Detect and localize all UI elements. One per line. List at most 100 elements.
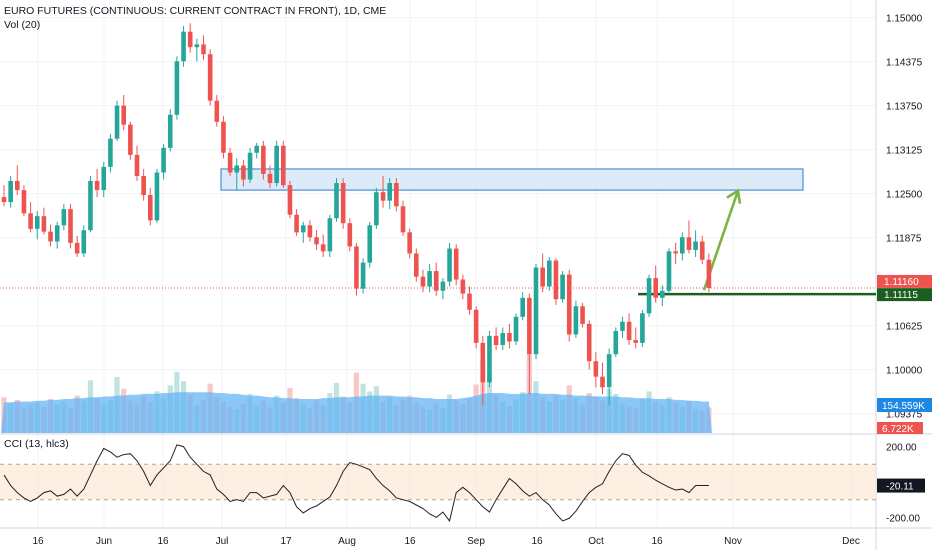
resistance-zone bbox=[220, 168, 804, 191]
candle-down bbox=[354, 246, 359, 289]
cci-value-label: -20.11 bbox=[886, 482, 914, 493]
candle-up bbox=[360, 262, 366, 289]
candle-down bbox=[566, 274, 572, 335]
candle-down bbox=[314, 237, 319, 245]
candle-up bbox=[327, 218, 333, 252]
time-tick-label: 16 bbox=[651, 536, 663, 547]
candle-down bbox=[221, 121, 226, 153]
time-tick-label: Dec bbox=[842, 536, 860, 547]
candle-up bbox=[680, 237, 685, 254]
price-tick-label: 1.10000 bbox=[886, 366, 923, 377]
candle-up bbox=[427, 271, 432, 287]
candle-down bbox=[287, 185, 293, 215]
candle-up bbox=[34, 216, 40, 229]
candle-down bbox=[407, 232, 412, 254]
time-tick-label: Aug bbox=[338, 536, 356, 547]
candle-down bbox=[699, 241, 705, 260]
candle-down bbox=[626, 321, 632, 341]
price-tick-label: 1.12500 bbox=[886, 190, 923, 201]
time-tick-label: 16 bbox=[157, 536, 169, 547]
candle-up bbox=[181, 31, 186, 62]
cci-tick-label: -200.00 bbox=[886, 513, 920, 524]
cci-band bbox=[0, 464, 876, 500]
candle-up bbox=[620, 321, 625, 331]
volume-last-label: 6.722K bbox=[882, 424, 914, 435]
candle-down bbox=[21, 190, 27, 214]
candle-down bbox=[347, 223, 353, 247]
candle-up bbox=[247, 152, 253, 180]
candle-down bbox=[128, 124, 133, 155]
candle-down bbox=[414, 253, 419, 277]
candle-down bbox=[187, 31, 193, 48]
candle-up bbox=[88, 180, 93, 231]
candle-down bbox=[48, 231, 53, 242]
candle-down bbox=[467, 293, 472, 310]
price-axis[interactable]: 1.15000 1.14375 1.13750 1.13125 1.12500 1.118… bbox=[877, 14, 932, 525]
volume-ma-area bbox=[1, 392, 712, 433]
candle-down bbox=[433, 271, 439, 291]
candle-down bbox=[307, 225, 313, 238]
candles bbox=[1, 23, 712, 405]
candle-up bbox=[108, 138, 113, 167]
price-tick-label: 1.13125 bbox=[886, 146, 923, 157]
candle-down bbox=[340, 183, 346, 224]
candle-down bbox=[493, 335, 499, 345]
candle-up bbox=[167, 114, 173, 148]
candle-down bbox=[141, 176, 146, 196]
candle-up bbox=[101, 166, 107, 191]
candle-up bbox=[646, 278, 652, 314]
candle-up bbox=[8, 180, 13, 203]
volume-ma-label: 154.559K bbox=[882, 401, 925, 412]
candle-down bbox=[653, 278, 658, 298]
candle-up bbox=[161, 147, 166, 173]
candle-down bbox=[320, 244, 326, 252]
candle-up bbox=[367, 225, 373, 263]
time-axis[interactable]: 16 Jun 16 Jul 17 Aug 16 Sep 16 Oct 16 Nov Dec bbox=[32, 536, 859, 547]
candle-up bbox=[374, 192, 379, 226]
time-tick-label: 16 bbox=[32, 536, 44, 547]
symbol-title: EURO FUTURES (CONTINUOUS: CURRENT CONTRA… bbox=[4, 5, 386, 17]
current-price-label: 1.11160 bbox=[884, 277, 919, 288]
candle-up bbox=[640, 313, 645, 343]
price-tick-label: 1.10625 bbox=[886, 322, 923, 333]
price-tick-label: 1.11875 bbox=[886, 234, 922, 245]
time-tick-label: 16 bbox=[404, 536, 416, 547]
candle-up bbox=[387, 183, 392, 201]
cci-pane bbox=[0, 444, 876, 523]
candle-up bbox=[533, 267, 539, 355]
candle-down bbox=[380, 192, 386, 201]
time-tick-label: Jun bbox=[96, 536, 112, 547]
candle-up bbox=[234, 165, 240, 173]
candle-up bbox=[274, 145, 279, 184]
target-arrowhead bbox=[726, 188, 742, 204]
candle-down bbox=[94, 180, 100, 191]
candle-down bbox=[261, 145, 266, 174]
candle-down bbox=[394, 183, 399, 207]
candle-up bbox=[254, 145, 259, 153]
candle-down bbox=[686, 237, 692, 250]
candle-down bbox=[121, 105, 126, 125]
candle-down bbox=[214, 100, 220, 122]
candle-up bbox=[334, 183, 339, 219]
candle-down bbox=[207, 54, 213, 101]
candle-up bbox=[300, 225, 306, 233]
candle-up bbox=[447, 248, 452, 282]
candle-down bbox=[507, 333, 512, 342]
candle-down bbox=[68, 209, 73, 243]
cci-value-badge bbox=[877, 478, 925, 493]
candle-down bbox=[706, 259, 712, 288]
candle-up bbox=[660, 290, 665, 298]
cci-line bbox=[3, 444, 709, 523]
candle-down bbox=[15, 180, 20, 191]
candle-down bbox=[527, 297, 532, 355]
candle-down bbox=[473, 309, 479, 343]
candle-down bbox=[480, 342, 486, 383]
time-tick-label: 16 bbox=[531, 536, 543, 547]
candle-down bbox=[41, 216, 47, 232]
candle-up bbox=[547, 260, 552, 287]
candle-up bbox=[440, 281, 446, 291]
candle-down bbox=[134, 154, 140, 177]
volume-indicator-label: Vol (20) bbox=[4, 19, 40, 31]
candle-down bbox=[227, 152, 233, 173]
